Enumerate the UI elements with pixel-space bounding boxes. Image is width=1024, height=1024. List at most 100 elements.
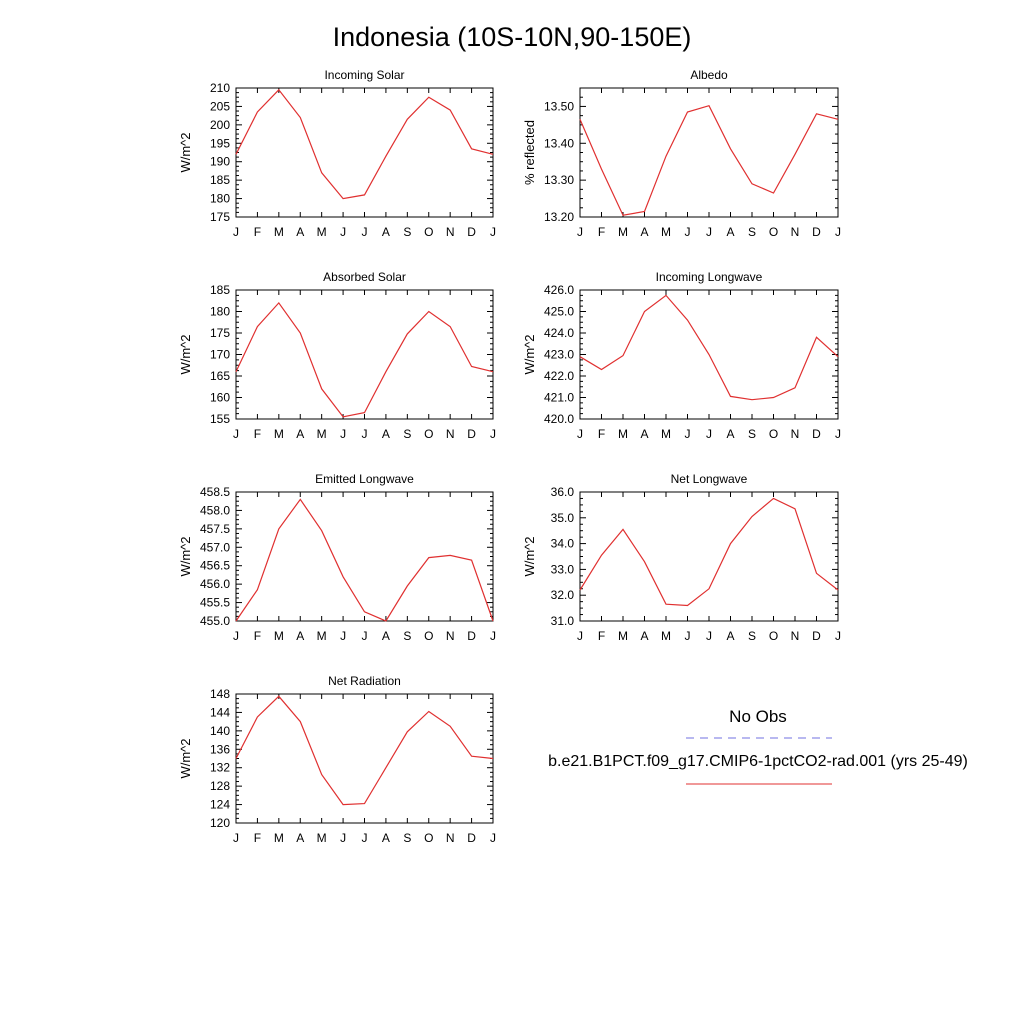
panel-incoming-solar-xtick-label: A xyxy=(296,225,304,239)
legend-obs-label: No Obs xyxy=(729,707,787,726)
panel-emitted-longwave-ytick-label: 458.5 xyxy=(200,485,230,499)
panel-incoming-solar-ylabel: W/m^2 xyxy=(178,132,193,172)
panel-net-radiation-xtick-label: A xyxy=(382,831,390,845)
panel-incoming-longwave-xtick-label: J xyxy=(706,427,712,441)
panel-emitted-longwave-xtick-label: J xyxy=(490,629,496,643)
panel-incoming-solar-series-line xyxy=(235,88,494,200)
panel-net-radiation-xtick-label: J xyxy=(233,831,239,845)
panel-albedo-xtick-label: J xyxy=(577,225,583,239)
panel-emitted-longwave-ytick-label: 456.0 xyxy=(200,577,230,591)
panel-absorbed-solar-xtick-label: O xyxy=(424,427,433,441)
panel-emitted-longwave-ytick-label: 458.0 xyxy=(200,503,230,517)
panel-net-longwave-ytick-label: 35.0 xyxy=(551,511,575,525)
panel-absorbed-solar-xtick-label: J xyxy=(340,427,346,441)
panel-net-radiation-xtick-label: A xyxy=(296,831,304,845)
panel-net-longwave-ytick-label: 33.0 xyxy=(551,562,575,576)
panel-net-longwave-xtick-label: F xyxy=(598,629,605,643)
figure-title: Indonesia (10S-10N,90-150E) xyxy=(333,22,692,52)
panel-net-longwave-ytick-label: 31.0 xyxy=(551,614,575,628)
panel-incoming-longwave-xtick-label: J xyxy=(685,427,691,441)
panel-incoming-longwave-xtick-label: N xyxy=(791,427,800,441)
panel-net-radiation-xtick-label: J xyxy=(362,831,368,845)
panel-net-radiation-ytick-label: 140 xyxy=(210,724,230,738)
panel-incoming-longwave-xtick-label: M xyxy=(618,427,628,441)
panel-absorbed-solar-ytick-label: 165 xyxy=(210,369,230,383)
panel-incoming-solar-xtick-label: J xyxy=(233,225,239,239)
panel-incoming-solar-xtick-label: N xyxy=(446,225,455,239)
panel-albedo-xtick-label: N xyxy=(791,225,800,239)
panel-net-radiation-xtick-label: M xyxy=(274,831,284,845)
panel-incoming-longwave-ytick-label: 421.0 xyxy=(544,391,574,405)
panel-absorbed-solar-ytick-label: 170 xyxy=(210,348,230,362)
panel-net-radiation-ytick-label: 132 xyxy=(210,761,230,775)
panel-incoming-longwave-ytick-label: 420.0 xyxy=(544,412,574,426)
panel-incoming-solar-xtick-label: F xyxy=(254,225,261,239)
panel-net-radiation-ytick-label: 144 xyxy=(210,705,230,719)
panel-net-radiation-ylabel: W/m^2 xyxy=(178,738,193,778)
panel-incoming-solar-ytick-label: 210 xyxy=(210,81,230,95)
panel-albedo-xtick-label: A xyxy=(726,225,734,239)
panel-incoming-solar-xtick-label: D xyxy=(467,225,476,239)
panel-net-radiation-ytick-label: 120 xyxy=(210,816,230,830)
panel-absorbed-solar-xtick-label: S xyxy=(403,427,411,441)
panel-net-radiation-xtick-label: S xyxy=(403,831,411,845)
panel-net-radiation-xtick-label: M xyxy=(317,831,327,845)
panel-absorbed-solar-xtick-label: M xyxy=(317,427,327,441)
panel-net-longwave-xtick-label: J xyxy=(706,629,712,643)
legend-model-label: b.e21.B1PCT.f09_g17.CMIP6-1pctCO2-rad.00… xyxy=(548,753,968,770)
panel-absorbed-solar-ytick-label: 180 xyxy=(210,305,230,319)
panel-absorbed-solar-ytick-label: 175 xyxy=(210,326,230,340)
panel-net-longwave-xtick-label: A xyxy=(640,629,648,643)
panel-incoming-longwave-ytick-label: 422.0 xyxy=(544,369,574,383)
panel-incoming-longwave-xtick-label: J xyxy=(577,427,583,441)
panel-absorbed-solar-xtick-label: M xyxy=(274,427,284,441)
panel-albedo-title: Albedo xyxy=(690,68,728,82)
panel-incoming-solar-ytick-label: 205 xyxy=(210,99,230,113)
panel-albedo-ytick-label: 13.20 xyxy=(544,210,574,224)
panel-absorbed-solar-xtick-label: A xyxy=(382,427,390,441)
panel-albedo-xtick-label: M xyxy=(661,225,671,239)
panel-net-longwave-xtick-label: J xyxy=(835,629,841,643)
panel-albedo-xtick-label: A xyxy=(640,225,648,239)
panel-net-longwave-xtick-label: A xyxy=(726,629,734,643)
panel-net-longwave-ytick-label: 36.0 xyxy=(551,485,575,499)
panel-net-longwave-xtick-label: O xyxy=(769,629,778,643)
panel-albedo-xtick-label: J xyxy=(706,225,712,239)
panel-net-longwave-series-line xyxy=(579,497,839,607)
panel-net-longwave-xtick-label: J xyxy=(577,629,583,643)
panel-emitted-longwave-series-line xyxy=(235,498,494,622)
panel-emitted-longwave-ylabel: W/m^2 xyxy=(178,536,193,576)
panel-incoming-longwave-ytick-label: 424.0 xyxy=(544,326,574,340)
panel-emitted-longwave-ytick-label: 457.0 xyxy=(200,540,230,554)
panel-net-radiation-xtick-label: O xyxy=(424,831,433,845)
panel-incoming-solar-ytick-label: 195 xyxy=(210,136,230,150)
panel-absorbed-solar-xtick-label: J xyxy=(490,427,496,441)
panel-net-longwave-title: Net Longwave xyxy=(671,472,748,486)
panel-absorbed-solar-title: Absorbed Solar xyxy=(323,270,406,284)
panel-albedo-xtick-label: M xyxy=(618,225,628,239)
panel-incoming-longwave-xtick-label: A xyxy=(640,427,648,441)
panel-incoming-solar-xtick-label: S xyxy=(403,225,411,239)
panel-emitted-longwave-xtick-label: A xyxy=(382,629,390,643)
panel-incoming-longwave-ylabel: W/m^2 xyxy=(522,334,537,374)
panel-incoming-solar-ytick-label: 200 xyxy=(210,118,230,132)
panel-incoming-solar-xtick-label: J xyxy=(340,225,346,239)
panel-absorbed-solar-ylabel: W/m^2 xyxy=(178,334,193,374)
panel-absorbed-solar-xtick-label: F xyxy=(254,427,261,441)
panel-absorbed-solar-xtick-label: J xyxy=(362,427,368,441)
panel-incoming-longwave-xtick-label: A xyxy=(726,427,734,441)
panel-incoming-solar-ytick-label: 190 xyxy=(210,155,230,169)
panel-incoming-solar-xtick-label: J xyxy=(490,225,496,239)
panel-absorbed-solar-ytick-label: 185 xyxy=(210,283,230,297)
panel-net-radiation-xtick-label: D xyxy=(467,831,476,845)
panel-absorbed-solar-ytick-label: 155 xyxy=(210,412,230,426)
legend: No Obs b.e21.B1PCT.f09_g17.CMIP6-1pctCO2… xyxy=(548,707,968,785)
panel-emitted-longwave-xtick-label: J xyxy=(340,629,346,643)
